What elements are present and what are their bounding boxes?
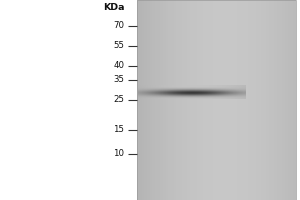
Bar xyxy=(139,0,142,200)
Bar xyxy=(192,0,195,200)
Bar xyxy=(174,0,176,200)
Text: 70: 70 xyxy=(113,21,124,30)
Bar xyxy=(166,0,168,200)
Text: 35: 35 xyxy=(113,75,124,84)
Text: 15: 15 xyxy=(113,126,124,134)
Bar xyxy=(200,0,203,200)
Bar xyxy=(219,0,221,200)
Bar xyxy=(171,0,174,200)
Bar xyxy=(147,0,150,200)
Bar xyxy=(269,0,272,200)
Bar xyxy=(213,0,216,200)
Bar xyxy=(237,0,240,200)
Bar xyxy=(224,0,226,200)
Bar xyxy=(203,0,206,200)
Bar xyxy=(240,0,242,200)
Bar xyxy=(235,0,237,200)
Bar xyxy=(248,0,250,200)
Bar xyxy=(155,0,158,200)
Bar xyxy=(190,0,192,200)
Bar xyxy=(163,0,166,200)
Bar xyxy=(182,0,184,200)
Bar xyxy=(136,0,139,200)
Bar xyxy=(211,0,213,200)
Bar xyxy=(250,0,253,200)
Bar xyxy=(176,0,179,200)
Bar xyxy=(216,0,219,200)
Bar xyxy=(256,0,258,200)
Text: 40: 40 xyxy=(113,62,124,71)
Bar xyxy=(232,0,235,200)
Bar xyxy=(150,0,152,200)
Text: KDa: KDa xyxy=(103,3,124,12)
Bar xyxy=(253,0,256,200)
Bar xyxy=(179,0,181,200)
Text: 55: 55 xyxy=(113,42,124,50)
Text: 10: 10 xyxy=(113,150,124,158)
Bar xyxy=(280,0,282,200)
Text: 25: 25 xyxy=(113,96,124,104)
Bar xyxy=(208,0,211,200)
Bar xyxy=(242,0,245,200)
Bar xyxy=(245,0,248,200)
Bar xyxy=(226,0,229,200)
Bar xyxy=(136,0,296,200)
Bar xyxy=(290,0,293,200)
Bar xyxy=(258,0,261,200)
Bar xyxy=(293,0,296,200)
Bar xyxy=(195,0,197,200)
Bar xyxy=(206,0,208,200)
Bar xyxy=(221,0,224,200)
Bar xyxy=(142,0,145,200)
Bar xyxy=(274,0,277,200)
Bar xyxy=(158,0,160,200)
Bar xyxy=(285,0,288,200)
Bar xyxy=(197,0,200,200)
Bar xyxy=(264,0,266,200)
Bar xyxy=(152,0,155,200)
Bar xyxy=(184,0,187,200)
Bar xyxy=(277,0,280,200)
Bar xyxy=(287,0,290,200)
Bar xyxy=(272,0,274,200)
Bar xyxy=(282,0,285,200)
Bar xyxy=(266,0,269,200)
Bar xyxy=(160,0,163,200)
Bar xyxy=(229,0,232,200)
Bar xyxy=(187,0,190,200)
Bar xyxy=(168,0,171,200)
Bar xyxy=(261,0,264,200)
Bar xyxy=(145,0,147,200)
